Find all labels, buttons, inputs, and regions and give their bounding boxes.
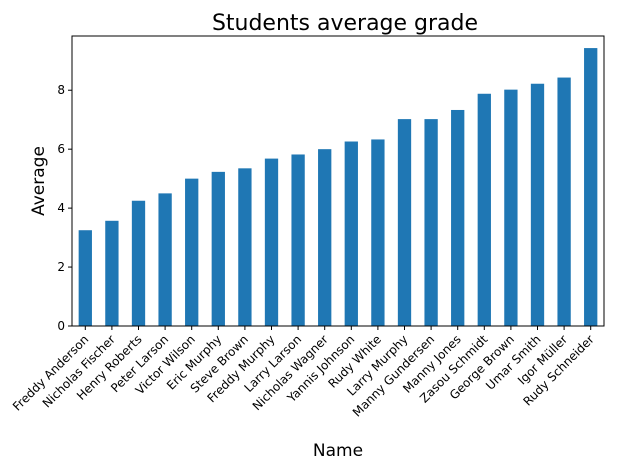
y-axis: 0 2 4 6 8 <box>57 83 72 333</box>
y-tick-label: 6 <box>57 142 65 156</box>
plot-frame <box>71 35 605 327</box>
bars-group <box>78 48 598 327</box>
bar <box>371 139 385 326</box>
bar <box>477 93 491 326</box>
bar <box>291 154 305 326</box>
y-tick-label: 0 <box>57 319 65 333</box>
bar <box>424 119 438 326</box>
bar <box>504 89 518 326</box>
x-axis-label: Name <box>313 441 363 461</box>
bar <box>185 178 199 326</box>
y-axis-label: Average <box>29 146 49 216</box>
bar <box>451 109 465 326</box>
bar <box>238 168 252 326</box>
bar <box>105 220 119 326</box>
bar <box>397 119 412 326</box>
bar <box>584 48 598 326</box>
y-tick-label: 2 <box>57 260 65 274</box>
bar <box>211 171 225 326</box>
y-tick-label: 8 <box>57 83 65 97</box>
bar <box>78 230 92 326</box>
bar <box>131 200 146 326</box>
y-tick-label: 4 <box>57 201 65 215</box>
bar <box>318 149 332 326</box>
bar <box>344 141 358 326</box>
bar <box>264 158 279 326</box>
chart-title: Students average grade <box>212 11 478 36</box>
bar <box>557 77 571 326</box>
bar <box>158 193 172 326</box>
bar <box>530 83 545 327</box>
